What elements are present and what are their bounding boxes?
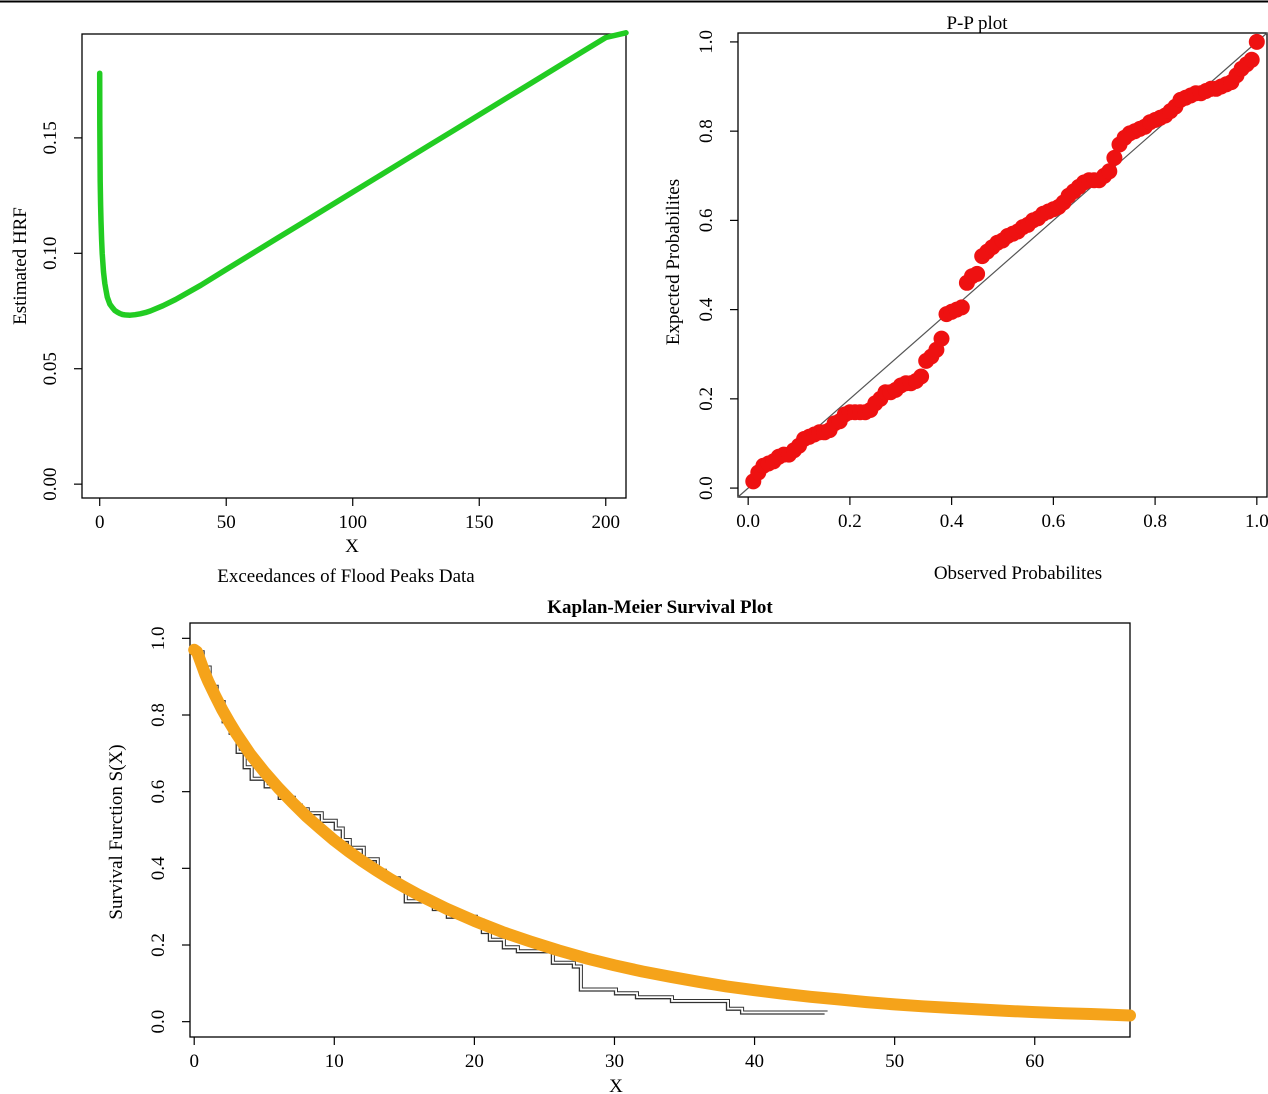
hrf-caption: Exceedances of Flood Peaks Data bbox=[217, 566, 475, 587]
pp-point bbox=[969, 265, 986, 282]
hrf-y-tick-label: 0.05 bbox=[40, 352, 61, 385]
pp-y-tick-label: 0.0 bbox=[696, 476, 717, 500]
km-empirical-step-outer bbox=[197, 650, 828, 1012]
hrf-y-tick-label: 0.00 bbox=[40, 468, 61, 501]
hrf-y-tick-label: 0.10 bbox=[40, 237, 61, 270]
km-panel: Kaplan-Meier Survival Plot 0 10 20 30 40 50 60… bbox=[106, 597, 1136, 1094]
km-x-axis-label: X bbox=[609, 1076, 623, 1094]
pp-y-tick-label: 0.6 bbox=[696, 209, 717, 233]
km-x-tick-label: 60 bbox=[1025, 1051, 1044, 1072]
km-y-tick-label: 0.8 bbox=[148, 703, 169, 727]
pp-x-tick-label: 1.0 bbox=[1245, 511, 1268, 532]
km-y-axis-label: Survival Furction S(X) bbox=[106, 744, 127, 919]
km-x-tick-label: 20 bbox=[465, 1051, 484, 1072]
km-marks: 0 10 20 30 40 50 60 0.0 0.2 0.4 0.6 0.8 1.0 bbox=[148, 626, 1136, 1072]
pp-point bbox=[953, 299, 970, 316]
km-plot-frame bbox=[189, 622, 1131, 1038]
km-y-tick-label: 0.2 bbox=[148, 933, 169, 957]
pp-x-tick-label: 0.6 bbox=[1041, 511, 1065, 532]
km-empirical-step bbox=[194, 653, 825, 1015]
hrf-x-tick-label: 50 bbox=[217, 512, 236, 533]
hrf-y-tick-label: 0.15 bbox=[40, 121, 61, 154]
pp-y-tick-label: 0.8 bbox=[696, 119, 717, 143]
pp-point bbox=[1101, 163, 1118, 180]
pp-x-tick-label: 0.4 bbox=[940, 511, 964, 532]
pp-point bbox=[1248, 33, 1265, 50]
pp-y-axis-label: Expected Probabilites bbox=[663, 179, 684, 345]
km-plot-title: Kaplan-Meier Survival Plot bbox=[547, 597, 773, 618]
pp-y-tick-label: 1.0 bbox=[696, 30, 717, 54]
hrf-series-line bbox=[96, 30, 629, 318]
hrf-panel: 0 50 100 150 200 0.00 0.05 0.10 0.15 X Exceedanc… bbox=[10, 30, 629, 587]
pp-point bbox=[913, 368, 930, 385]
pp-plot-title: P-P plot bbox=[946, 13, 1008, 34]
km-x-tick-label: 10 bbox=[325, 1051, 344, 1072]
km-y-tick-label: 0.4 bbox=[148, 856, 169, 880]
hrf-marks: 0 50 100 150 200 0.00 0.05 0.10 0.15 bbox=[40, 30, 629, 533]
km-y-tick-label: 0.6 bbox=[148, 780, 169, 804]
hrf-x-axis-label: X bbox=[345, 536, 359, 557]
pp-y-tick-label: 0.4 bbox=[696, 297, 717, 321]
km-x-tick-label: 40 bbox=[745, 1051, 764, 1072]
pp-x-tick-label: 0.8 bbox=[1143, 511, 1167, 532]
pp-y-tick-label: 0.2 bbox=[696, 387, 717, 411]
pp-x-tick-label: 0.0 bbox=[736, 511, 760, 532]
pp-panel: P-P plot 0.0 0.2 0.4 0.6 0.8 1.00.00.20.40.60… bbox=[663, 13, 1268, 584]
hrf-x-tick-label: 0 bbox=[95, 512, 105, 533]
hrf-x-tick-label: 100 bbox=[338, 512, 367, 533]
km-x-tick-label: 0 bbox=[189, 1051, 199, 1072]
pp-plot-frame bbox=[737, 32, 1268, 498]
pp-x-axis-label: Observed Probabilites bbox=[934, 563, 1102, 584]
km-y-tick-label: 0.0 bbox=[148, 1010, 169, 1034]
km-x-tick-label: 50 bbox=[885, 1051, 904, 1072]
hrf-x-tick-label: 150 bbox=[465, 512, 494, 533]
pp-point bbox=[1243, 51, 1260, 68]
pp-point bbox=[933, 330, 950, 347]
hrf-x-tick-label: 200 bbox=[592, 512, 621, 533]
km-fitted-curve bbox=[188, 643, 1136, 1022]
hrf-plot-frame bbox=[81, 33, 627, 499]
pp-x-tick-label: 0.2 bbox=[838, 511, 862, 532]
km-y-tick-label: 1.0 bbox=[148, 626, 169, 650]
hrf-y-axis-label: Estimated HRF bbox=[10, 207, 31, 325]
pp-point bbox=[1106, 149, 1123, 166]
pp-marks: 0.0 0.2 0.4 0.6 0.8 1.0 0.0 0.2 0.4 0.6 0.8 1.0 bbox=[696, 30, 1268, 532]
km-x-tick-label: 30 bbox=[605, 1051, 624, 1072]
